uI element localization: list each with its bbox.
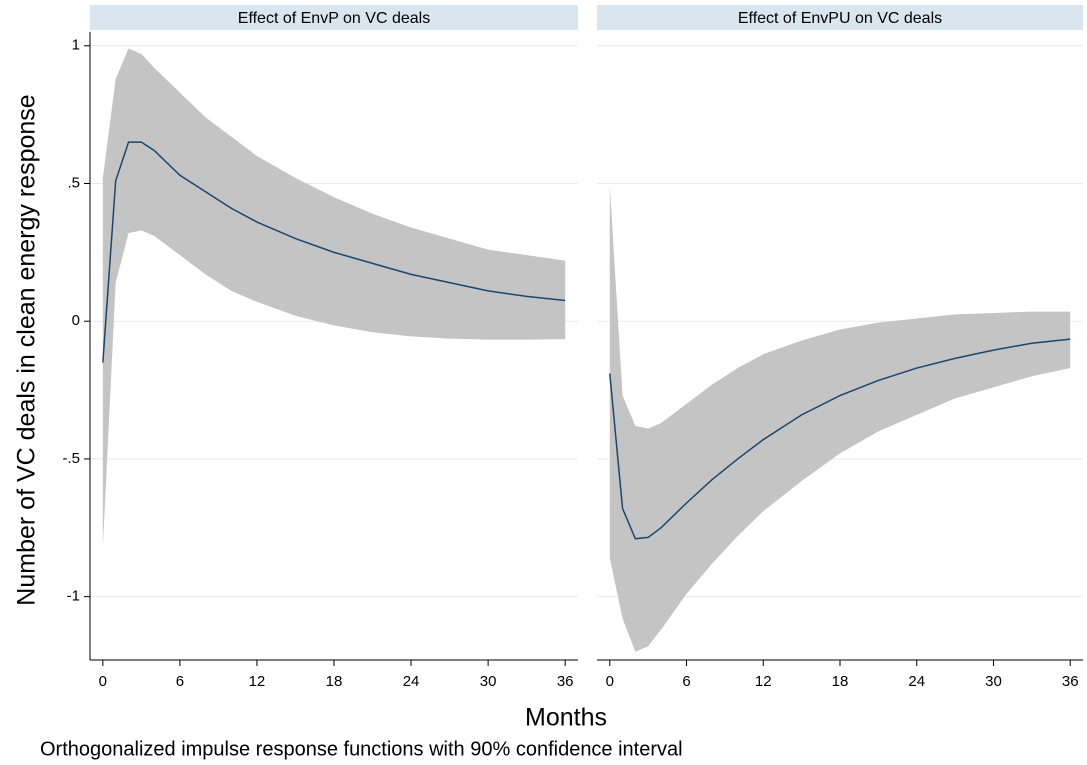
panel-header (597, 5, 1083, 30)
x-tick-label: 18 (326, 673, 343, 690)
x-tick-label: 6 (176, 673, 184, 690)
x-tick-label: 18 (832, 673, 849, 690)
note: Orthogonalized impulse response function… (40, 738, 683, 760)
x-tick-label: 6 (682, 673, 690, 690)
panel-title: Effect of EnvPU on VC deals (738, 10, 942, 27)
x-tick-label: 24 (403, 673, 420, 690)
x-tick-label: 24 (908, 673, 925, 690)
y-tick-label: 1 (72, 37, 80, 54)
y-tick-label: -1 (67, 588, 80, 605)
x-tick-label: 0 (606, 673, 614, 690)
y-tick-label: .5 (67, 174, 80, 191)
y-tick-label: -.5 (62, 450, 80, 467)
confidence-band (609, 186, 1071, 652)
x-axis-label: Months (525, 704, 607, 732)
confidence-band (102, 48, 566, 548)
x-tick-label: 36 (557, 673, 574, 690)
y-axis-label: Number of VC deals in clean energy respo… (13, 94, 41, 605)
x-tick-label: 36 (1062, 673, 1079, 690)
panel-title: Effect of EnvP on VC deals (238, 10, 430, 27)
response-line (609, 338, 1071, 540)
x-tick-label: 30 (985, 673, 1002, 690)
response-line (102, 141, 566, 363)
x-tick-label: 0 (99, 673, 107, 690)
panel-header (90, 5, 578, 30)
x-tick-label: 30 (480, 673, 497, 690)
x-tick-label: 12 (249, 673, 266, 690)
y-tick-label: 0 (72, 312, 80, 329)
x-tick-label: 12 (755, 673, 772, 690)
